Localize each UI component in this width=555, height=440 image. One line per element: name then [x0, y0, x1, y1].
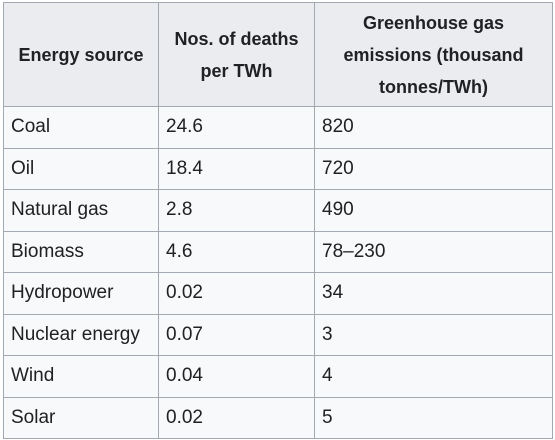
cell-deaths: 0.02	[158, 272, 315, 315]
cell-energy-source: Coal	[3, 106, 159, 149]
cell-emissions: 490	[314, 189, 553, 232]
cell-deaths: 0.04	[158, 355, 315, 398]
cell-energy-source: Oil	[3, 147, 159, 190]
header-deaths-per-twh: Nos. of deaths per TWh	[158, 2, 315, 107]
data-table: Energy source Nos. of deaths per TWh Gre…	[3, 2, 553, 439]
cell-emissions: 34	[314, 272, 553, 315]
header-energy-source: Energy source	[3, 2, 159, 107]
cell-emissions: 5	[314, 396, 553, 439]
table-row: Oil 18.4 720	[3, 147, 553, 190]
table-row: Natural gas 2.8 490	[3, 189, 553, 232]
cell-energy-source: Natural gas	[3, 189, 159, 232]
cell-deaths: 4.6	[158, 230, 315, 273]
table-row: Nuclear energy 0.07 3	[3, 313, 553, 356]
cell-deaths: 0.07	[158, 313, 315, 356]
cell-emissions: 78–230	[314, 230, 553, 273]
cell-energy-source: Biomass	[3, 230, 159, 273]
cell-deaths: 2.8	[158, 189, 315, 232]
table-row: Hydropower 0.02 34	[3, 272, 553, 315]
cell-energy-source: Solar	[3, 396, 159, 439]
cell-energy-source: Hydropower	[3, 272, 159, 315]
cell-energy-source: Wind	[3, 355, 159, 398]
table-row: Coal 24.6 820	[3, 106, 553, 149]
table-row: Solar 0.02 5	[3, 396, 553, 439]
cell-deaths: 18.4	[158, 147, 315, 190]
table-row: Wind 0.04 4	[3, 355, 553, 398]
table-row: Biomass 4.6 78–230	[3, 230, 553, 273]
cell-deaths: 0.02	[158, 396, 315, 439]
header-ghg-emissions: Greenhouse gas emissions (thousand tonne…	[314, 2, 553, 107]
cell-emissions: 720	[314, 147, 553, 190]
cell-energy-source: Nuclear energy	[3, 313, 159, 356]
cell-deaths: 24.6	[158, 106, 315, 149]
cell-emissions: 3	[314, 313, 553, 356]
cell-emissions: 4	[314, 355, 553, 398]
cell-emissions: 820	[314, 106, 553, 149]
header-row: Energy source Nos. of deaths per TWh Gre…	[3, 2, 553, 107]
